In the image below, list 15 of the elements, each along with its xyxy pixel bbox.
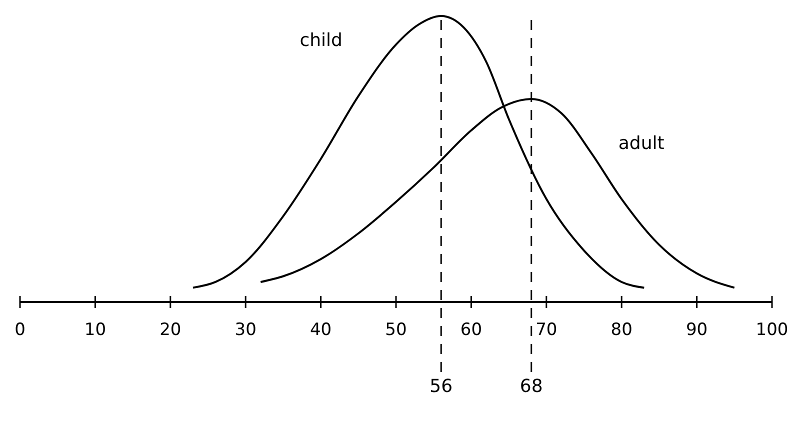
x-tick-label: 0 [14,320,26,340]
x-tick-label: 10 [84,320,106,340]
x-tick-label: 40 [310,320,332,340]
ref-line-label: 68 [520,376,543,397]
x-tick-label: 80 [610,320,632,340]
series-label: adult [618,132,664,154]
x-tick-label: 90 [686,320,708,340]
x-tick-label: 70 [536,320,558,340]
x-tick-label: 30 [234,320,256,340]
text: child [300,30,342,51]
x-tick-label: 100 [756,320,788,340]
x-tick-label: 20 [160,320,182,340]
x-tick-label: 60 [460,320,482,340]
ref-line-label: 56 [430,376,453,397]
x-tick-label: 50 [385,320,407,340]
